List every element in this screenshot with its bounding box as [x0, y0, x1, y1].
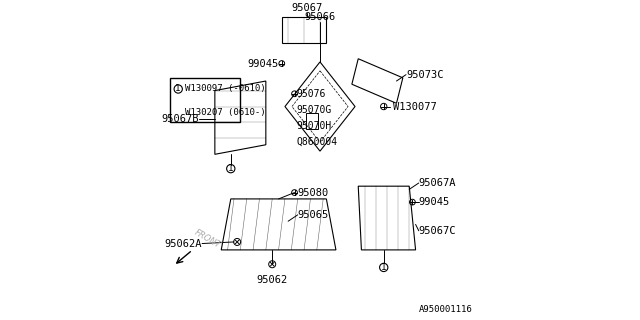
Text: 1: 1 [175, 84, 181, 93]
Text: 95067C: 95067C [419, 226, 456, 236]
Text: 95067B: 95067B [161, 114, 199, 124]
Text: 95065: 95065 [298, 210, 329, 220]
Text: W130207 (0610-): W130207 (0610-) [184, 108, 265, 117]
Text: A950001116: A950001116 [419, 305, 473, 314]
Text: 95067: 95067 [292, 3, 323, 12]
Text: 95067A: 95067A [419, 178, 456, 188]
Text: 95070G: 95070G [296, 105, 332, 115]
Text: FRONT: FRONT [193, 228, 222, 250]
Text: 95073C: 95073C [406, 70, 444, 80]
Text: 1: 1 [381, 263, 387, 272]
Bar [170, 78, 241, 123]
Text: W130077: W130077 [394, 101, 437, 112]
Text: 99045: 99045 [419, 197, 450, 207]
Text: 95062A: 95062A [164, 238, 202, 249]
Text: 95062: 95062 [257, 276, 288, 285]
Text: 99045: 99045 [247, 59, 278, 68]
Text: W130097 (-0610): W130097 (-0610) [184, 84, 265, 92]
Text: 95066: 95066 [305, 12, 335, 22]
Text: 95076: 95076 [296, 89, 326, 99]
Bar [306, 113, 319, 129]
Text: 1: 1 [228, 164, 234, 173]
Text: 95080: 95080 [298, 188, 329, 197]
Text: Q860004: Q860004 [296, 137, 337, 147]
Text: 95070H: 95070H [296, 121, 332, 131]
